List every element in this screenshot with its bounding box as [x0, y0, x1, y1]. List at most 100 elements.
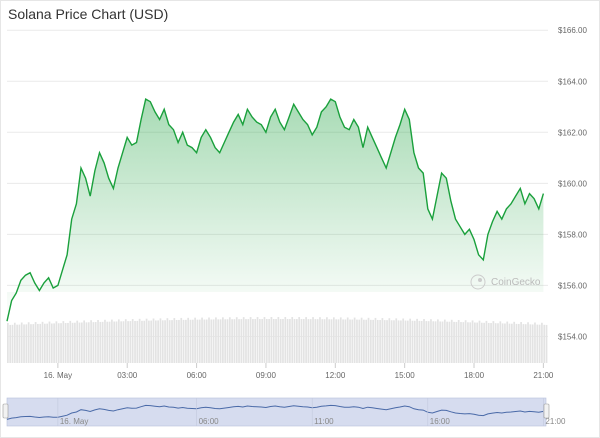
volume-bar	[178, 319, 180, 363]
volume-bar	[104, 319, 106, 363]
volume-bar	[457, 320, 460, 363]
volume-bar	[222, 317, 224, 363]
volume-bar	[390, 320, 393, 363]
volume-bar	[400, 320, 402, 363]
navigator-right-handle[interactable]	[543, 403, 550, 419]
volume-bar	[27, 322, 30, 363]
y-axis-ticks: $166.00 $164.00 $162.00 $160.00 $158.00 $156.…	[558, 26, 587, 341]
volume-bar	[406, 320, 409, 363]
volume-bar	[309, 319, 312, 363]
x-tick-label: 09:00	[256, 371, 277, 380]
volume-bar	[346, 317, 349, 363]
volume-bar	[157, 320, 159, 363]
volume-bar	[425, 321, 428, 363]
volume-bar	[46, 323, 49, 363]
volume-bar	[41, 321, 44, 363]
volume-bar	[381, 318, 384, 363]
volume-bar	[330, 319, 333, 363]
volume-bar	[501, 323, 504, 363]
volume-bar	[115, 321, 118, 363]
x-tick-label: 06:00	[187, 371, 208, 380]
volume-bar	[117, 319, 120, 363]
volume-bar	[7, 323, 9, 363]
navigator-tick-label: 16:00	[430, 417, 451, 426]
volume-bar	[321, 319, 324, 363]
volume-bar	[124, 319, 127, 363]
volume-bar	[263, 317, 266, 363]
navigator-range[interactable]	[6, 397, 547, 427]
volume-bar	[316, 319, 319, 363]
volume-bar	[71, 322, 74, 363]
volume-bar	[335, 319, 338, 363]
navigator-left-handle[interactable]	[2, 403, 9, 419]
volume-bar	[265, 319, 268, 363]
volume-bar	[242, 317, 245, 363]
volume-bar	[18, 324, 21, 363]
volume-bar	[120, 321, 122, 363]
volume-bar	[122, 321, 125, 363]
volume-bar	[108, 321, 111, 363]
volume-bar	[541, 322, 543, 363]
volume-bar	[62, 321, 65, 363]
volume-bar	[478, 320, 481, 363]
volume-bar	[175, 320, 178, 363]
volume-bar	[141, 320, 143, 363]
volume-bar	[404, 320, 407, 363]
volume-bar	[80, 322, 83, 363]
volume-bar	[344, 319, 347, 363]
volume-bar	[411, 320, 414, 363]
volume-bar	[215, 317, 217, 363]
volume-bar	[94, 322, 97, 363]
y-tick-label: $162.00	[558, 128, 587, 137]
volume-bar	[423, 319, 425, 363]
volume-bar	[92, 322, 95, 363]
volume-bar	[259, 319, 261, 363]
volume-bar	[282, 319, 284, 363]
volume-bar	[69, 320, 72, 363]
volume-bar	[85, 322, 88, 363]
volume-bar	[205, 319, 208, 363]
volume-bar	[471, 320, 474, 363]
price-line[interactable]	[6, 98, 545, 322]
volume-bar	[171, 320, 173, 363]
volume-bar	[99, 321, 102, 363]
volume-bar	[39, 323, 42, 363]
volume-bar	[469, 322, 472, 363]
volume-bar	[386, 320, 388, 363]
volume-bar	[506, 321, 509, 363]
volume-bar	[50, 323, 53, 363]
volume-bar	[194, 317, 196, 363]
volume-bar	[289, 319, 291, 363]
x-tick-label: 21:00	[533, 371, 554, 380]
volume-bar	[152, 318, 155, 363]
volume-bar	[374, 317, 377, 363]
volume-bar	[154, 320, 157, 363]
volume-bar	[476, 322, 479, 363]
volume-bar	[342, 319, 344, 363]
volume-bar	[272, 319, 275, 363]
volume-bar	[536, 324, 539, 363]
volume-bar	[208, 317, 210, 363]
volume-bar	[372, 319, 375, 363]
volume-bar	[365, 319, 368, 363]
volume-bar	[13, 322, 16, 363]
volume-bar	[441, 321, 444, 363]
navigator[interactable]: 16. May 06:00 11:00 16:00 21:00	[2, 397, 566, 427]
volume-bar	[201, 317, 203, 363]
y-tick-label: $164.00	[558, 77, 587, 86]
volume-bar	[25, 324, 28, 363]
volume-bar	[337, 319, 340, 363]
volume-bar	[439, 321, 442, 363]
volume-bar	[187, 317, 190, 363]
volume-bar	[11, 324, 14, 363]
volume-bar	[487, 322, 490, 363]
volume-bar	[168, 320, 171, 363]
volume-bar	[180, 317, 183, 363]
volume-bar	[492, 321, 495, 363]
volume-bar	[270, 317, 273, 363]
volume-bar	[76, 320, 79, 363]
volume-bar	[166, 318, 169, 363]
volume-bar	[83, 320, 86, 363]
volume-bar	[67, 322, 69, 363]
